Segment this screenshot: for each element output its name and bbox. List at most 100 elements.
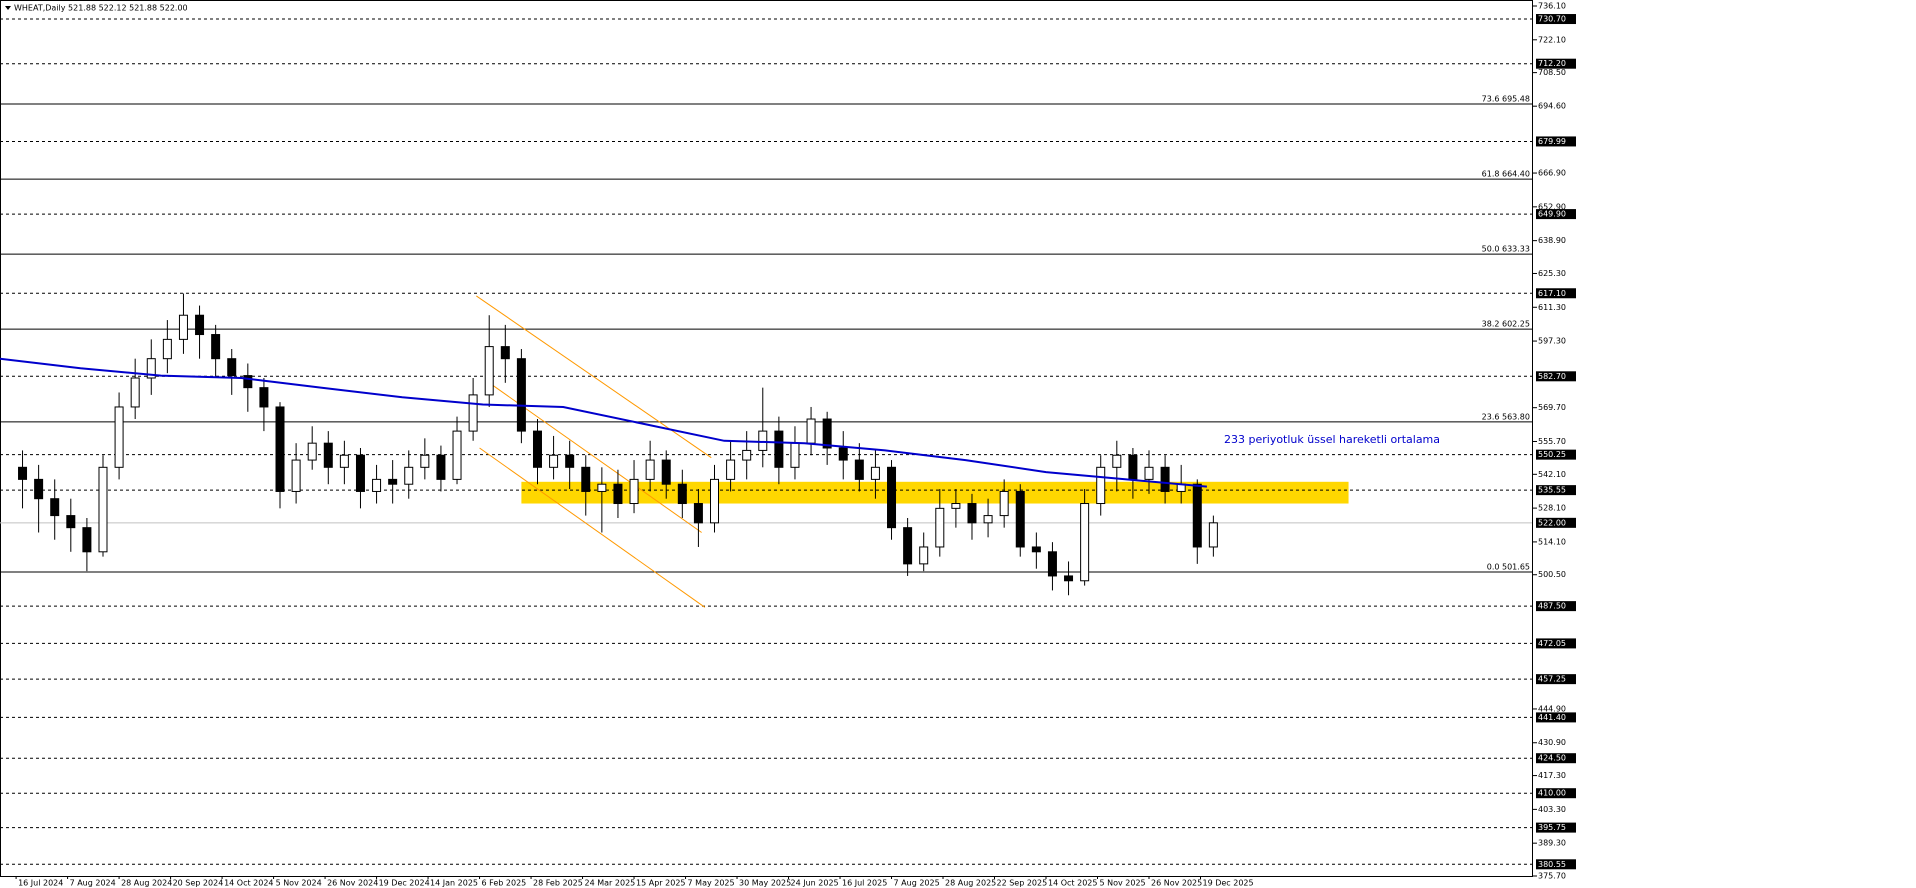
x-tick-label: 15 Apr 2025 [636,879,685,888]
candle-body [18,466,28,480]
level-box-label: 712.20 [1538,59,1566,68]
x-tick-label: 7 Aug 2024 [70,879,116,888]
candle-body [1192,483,1202,548]
candle-body [999,490,1009,517]
trendline [479,447,706,608]
y-tick-label: 444.90 [1538,704,1566,713]
y-tick-label: 555.70 [1538,437,1566,446]
x-tick-label: 7 Aug 2025 [894,879,940,888]
fib-label: 0.0 501.65 [1487,562,1530,571]
candle-body [82,527,92,553]
candle-body [484,346,494,396]
x-tick-label: 16 Jul 2024 [18,879,63,888]
x-tick-label: 28 Aug 2024 [121,879,172,888]
candle-body [388,478,398,485]
candle-body [275,406,285,492]
candle-body [1112,454,1122,468]
candle-body [1064,575,1074,582]
candle-body [581,466,591,492]
level-box [1536,485,1576,496]
y-tick-label: 638.90 [1538,236,1566,245]
level-box [1536,674,1576,685]
y-tick-label: 666.90 [1538,169,1566,178]
candle-body [629,478,639,505]
level-box [1536,822,1576,833]
x-tick-label: 6 Feb 2025 [482,879,527,888]
y-tick-label: 375.70 [1538,872,1566,881]
chart-title: WHEAT,Daily 521.88 522.12 521.88 522.00 [14,4,188,13]
menu-arrow [5,6,11,10]
level-box-label: 582.70 [1538,372,1566,381]
x-tick-label: 26 Nov 2024 [327,879,378,888]
candle-body [887,466,897,529]
x-tick-label: 24 Mar 2025 [585,879,636,888]
y-tick-label: 403.30 [1538,805,1566,814]
y-tick-label: 722.10 [1538,35,1566,44]
x-tick-label: 30 May 2025 [739,879,791,888]
level-box [1536,209,1576,220]
level-box-label: 457.25 [1538,675,1566,684]
level-box [1536,788,1576,799]
level-box-label: 380.55 [1538,860,1566,869]
level-box [1536,638,1576,649]
candle-body [500,346,510,360]
candle-body [1128,454,1138,480]
candle-body [742,449,752,461]
x-tick-label: 19 Dec 2024 [379,879,430,888]
candle-body [146,358,156,379]
level-box-label: 395.75 [1538,823,1566,832]
candle-body [404,466,414,485]
ema-line [0,357,1207,488]
level-box-label: 472.05 [1538,639,1566,648]
level-box [1536,859,1576,870]
candle-body [307,442,317,461]
candle-body [854,459,864,480]
candle-body [339,454,349,468]
candle-body [919,546,929,565]
y-tick-label: 569.70 [1538,403,1566,412]
level-box [1536,712,1576,723]
fib-label: 23.6 563.80 [1482,412,1530,421]
candle-body [758,430,768,451]
candle-body [903,527,913,565]
candle-body [710,478,720,524]
candle-body [452,430,462,480]
candle-body [243,375,253,389]
candle-body [597,483,607,492]
candle-body [420,454,430,468]
level-box [1536,136,1576,147]
candle-body [1047,551,1057,577]
candle-body [436,454,446,480]
candle-body [1015,490,1025,548]
y-tick-label: 389.30 [1538,839,1566,848]
last-price-box [1536,517,1576,528]
x-tick-label: 28 Feb 2025 [533,879,583,888]
candle-body [806,418,816,444]
x-tick-label: 28 Aug 2025 [945,879,996,888]
candle-body [613,483,623,505]
y-tick-label: 500.50 [1538,570,1566,579]
level-box [1536,371,1576,382]
x-tick-label: 14 Oct 2024 [224,879,273,888]
level-box [1536,449,1576,460]
candle-body [822,418,832,449]
candle-body [130,377,140,408]
support-zone [521,481,1349,504]
x-tick-label: 19 Dec 2025 [1202,879,1253,888]
x-tick-label: 26 Nov 2025 [1151,879,1202,888]
candle-body [1096,466,1106,505]
candle-body [468,394,478,432]
level-box [1536,753,1576,764]
y-tick-label: 736.10 [1538,2,1566,11]
y-tick-label: 625.30 [1538,269,1566,278]
y-tick-label: 542.10 [1538,470,1566,479]
candle-body [1144,466,1154,480]
candle-body [1160,466,1170,492]
candle-body [565,454,575,468]
level-box [1536,14,1576,25]
level-box-label: 487.50 [1538,602,1566,611]
candle-body [227,358,237,377]
candle-body [291,459,301,492]
candle-body [935,507,945,548]
